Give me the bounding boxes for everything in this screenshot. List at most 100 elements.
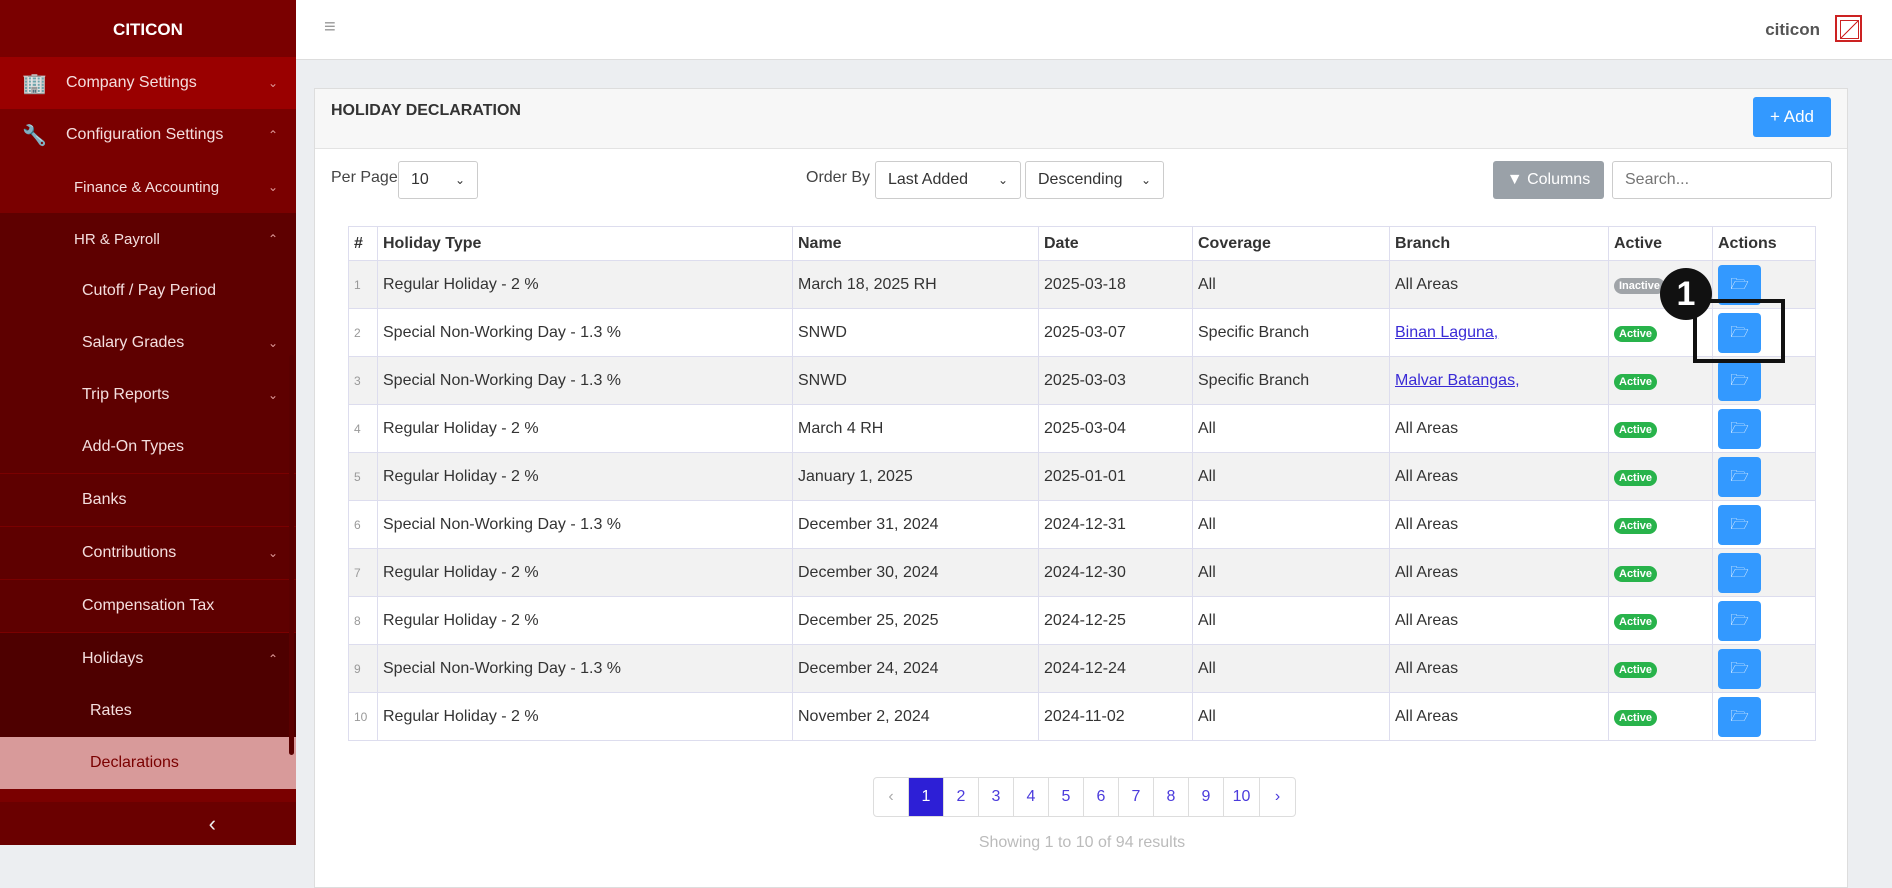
table-row: 3 Special Non-Working Day - 1.3 % SNWD 2… xyxy=(348,356,1816,405)
folder-open-icon: 🗁 xyxy=(1730,275,1749,293)
open-folder-button[interactable]: 🗁 xyxy=(1718,312,1761,353)
status-badge: Active xyxy=(1614,469,1658,486)
sidebar-item-contributions[interactable]: Contributions ⌄ xyxy=(0,527,296,579)
sidebar-item-label: Trip Reports xyxy=(82,386,170,403)
sidebar-item-salary-grades[interactable]: Salary Grades ⌄ xyxy=(0,317,296,369)
branch: All Areas xyxy=(1395,275,1459,293)
per-page-label: Per Page xyxy=(331,169,398,186)
table-row: 10 Regular Holiday - 2 % November 2, 202… xyxy=(348,692,1816,741)
holiday-type: Regular Holiday - 2 % xyxy=(377,260,793,309)
open-folder-button[interactable]: 🗁 xyxy=(1718,552,1761,593)
open-folder-button[interactable]: 🗁 xyxy=(1718,360,1761,401)
sidebar-item-trip-reports[interactable]: Trip Reports ⌄ xyxy=(0,369,296,421)
branch: All Areas xyxy=(1395,659,1459,677)
open-folder-button[interactable]: 🗁 xyxy=(1718,600,1761,641)
sidebar-item-configuration-settings[interactable]: 🔧 Configuration Settings ⌃ xyxy=(0,109,296,161)
sidebar-scrollbar[interactable] xyxy=(289,355,294,755)
folder-open-icon: 🗁 xyxy=(1730,659,1749,677)
branch-link[interactable]: Binan Laguna, xyxy=(1395,323,1499,341)
holiday-type: Special Non-Working Day - 1.3 % xyxy=(377,500,793,549)
holiday-type: Regular Holiday - 2 % xyxy=(377,692,793,741)
sidebar-item-finance-accounting[interactable]: Finance & Accounting ⌄ xyxy=(0,161,296,213)
column-header[interactable]: Branch xyxy=(1389,226,1609,261)
sidebar-item-label: Configuration Settings xyxy=(66,126,224,143)
status-badge: Inactive xyxy=(1614,277,1665,294)
sidebar-item-compensation-tax[interactable]: Compensation Tax xyxy=(0,580,296,632)
prev-page-button[interactable]: ‹ xyxy=(874,778,909,816)
page-3-button[interactable]: 3 xyxy=(979,778,1014,816)
per-page-select[interactable]: 10 ⌄ xyxy=(398,161,478,199)
next-page-button[interactable]: › xyxy=(1274,788,1281,805)
holiday-name: SNWD xyxy=(792,308,1039,357)
column-header[interactable]: Holiday Type xyxy=(377,226,793,261)
sidebar-item-rates[interactable]: Rates xyxy=(0,685,296,737)
coverage: All xyxy=(1192,404,1390,453)
page-10-button[interactable]: 10 xyxy=(1224,778,1260,816)
coverage: All xyxy=(1192,260,1390,309)
holiday-name: December 31, 2024 xyxy=(792,500,1039,549)
holiday-declaration-panel: HOLIDAY DECLARATION + Add Per Page 10 ⌄ O… xyxy=(314,88,1848,888)
sidebar-item-company-settings[interactable]: 🏢 Company Settings ⌄ xyxy=(0,57,296,109)
sidebar-item-hr-payroll[interactable]: HR & Payroll ⌃ xyxy=(0,213,296,265)
row-number: 6 xyxy=(348,500,378,549)
sidebar-item-cutoff-pay-period[interactable]: Cutoff / Pay Period xyxy=(0,265,296,317)
user-avatar-icon[interactable] xyxy=(1835,15,1862,42)
chevron-down-icon: ⌄ xyxy=(267,388,278,402)
holiday-type: Regular Holiday - 2 % xyxy=(377,596,793,645)
open-folder-button[interactable]: 🗁 xyxy=(1718,408,1761,449)
column-header[interactable]: Coverage xyxy=(1192,226,1390,261)
column-header[interactable]: Name xyxy=(792,226,1039,261)
status-badge: Active xyxy=(1614,613,1658,630)
table-row: 1 Regular Holiday - 2 % March 18, 2025 R… xyxy=(348,260,1816,309)
coverage: Specific Branch xyxy=(1192,356,1390,405)
branch-link[interactable]: Malvar Batangas, xyxy=(1395,371,1520,389)
page-9-button[interactable]: 9 xyxy=(1189,778,1224,816)
sidebar-item-holidays[interactable]: Holidays ⌃ xyxy=(0,633,296,685)
open-folder-button[interactable]: 🗁 xyxy=(1718,456,1761,497)
sidebar-item-banks[interactable]: Banks xyxy=(0,474,296,526)
open-folder-button[interactable]: 🗁 xyxy=(1718,264,1761,305)
columns-button[interactable]: ▼ Columns xyxy=(1493,161,1604,199)
coverage: All xyxy=(1192,548,1390,597)
page-7-button[interactable]: 7 xyxy=(1119,778,1154,816)
holiday-date: 2024-12-31 xyxy=(1038,500,1193,549)
holiday-type: Regular Holiday - 2 % xyxy=(377,452,793,501)
user-name[interactable]: citicon xyxy=(1765,20,1820,39)
page-2-button[interactable]: 2 xyxy=(944,778,979,816)
open-folder-button[interactable]: 🗁 xyxy=(1718,648,1761,689)
status-badge: Active xyxy=(1614,565,1658,582)
column-header[interactable]: # xyxy=(348,226,378,261)
column-header[interactable]: Date xyxy=(1038,226,1193,261)
open-folder-button[interactable]: 🗁 xyxy=(1718,504,1761,545)
holiday-name: December 25, 2025 xyxy=(792,596,1039,645)
column-header[interactable]: Active xyxy=(1608,226,1713,261)
holiday-type: Special Non-Working Day - 1.3 % xyxy=(377,356,793,405)
direction-select[interactable]: Descending ⌄ xyxy=(1025,161,1164,199)
sidebar-item-add-on-types[interactable]: Add-On Types xyxy=(0,421,296,473)
open-folder-button[interactable]: 🗁 xyxy=(1718,696,1761,737)
branch: All Areas xyxy=(1395,611,1459,629)
page-6-button[interactable]: 6 xyxy=(1084,778,1119,816)
sidebar-item-label: Salary Grades xyxy=(82,334,185,351)
page-4-button[interactable]: 4 xyxy=(1014,778,1049,816)
search-input[interactable] xyxy=(1612,161,1832,199)
folder-open-icon: 🗁 xyxy=(1730,563,1749,581)
status-badge: Active xyxy=(1614,661,1658,678)
holiday-name: March 18, 2025 RH xyxy=(792,260,1039,309)
sidebar-item-declarations[interactable]: Declarations xyxy=(0,737,296,789)
chevron-down-icon: ⌄ xyxy=(267,546,278,560)
page-1-button[interactable]: 1 xyxy=(909,778,944,816)
page-5-button[interactable]: 5 xyxy=(1049,778,1084,816)
building-icon: 🏢 xyxy=(22,72,47,95)
row-number: 4 xyxy=(348,404,378,453)
menu-toggle-icon[interactable]: ≡ xyxy=(324,16,336,38)
page-8-button[interactable]: 8 xyxy=(1154,778,1189,816)
column-header[interactable]: Actions xyxy=(1712,226,1816,261)
folder-open-icon: 🗁 xyxy=(1730,419,1749,437)
sidebar-item-label: Finance & Accounting xyxy=(74,178,220,196)
brand-logo: CITICON xyxy=(113,20,183,39)
sidebar-item-label: Rates xyxy=(90,702,132,719)
add-button[interactable]: + Add xyxy=(1753,97,1831,137)
collapse-sidebar-button[interactable]: ‹ xyxy=(0,802,296,845)
order-by-select[interactable]: Last Added ⌄ xyxy=(875,161,1021,199)
